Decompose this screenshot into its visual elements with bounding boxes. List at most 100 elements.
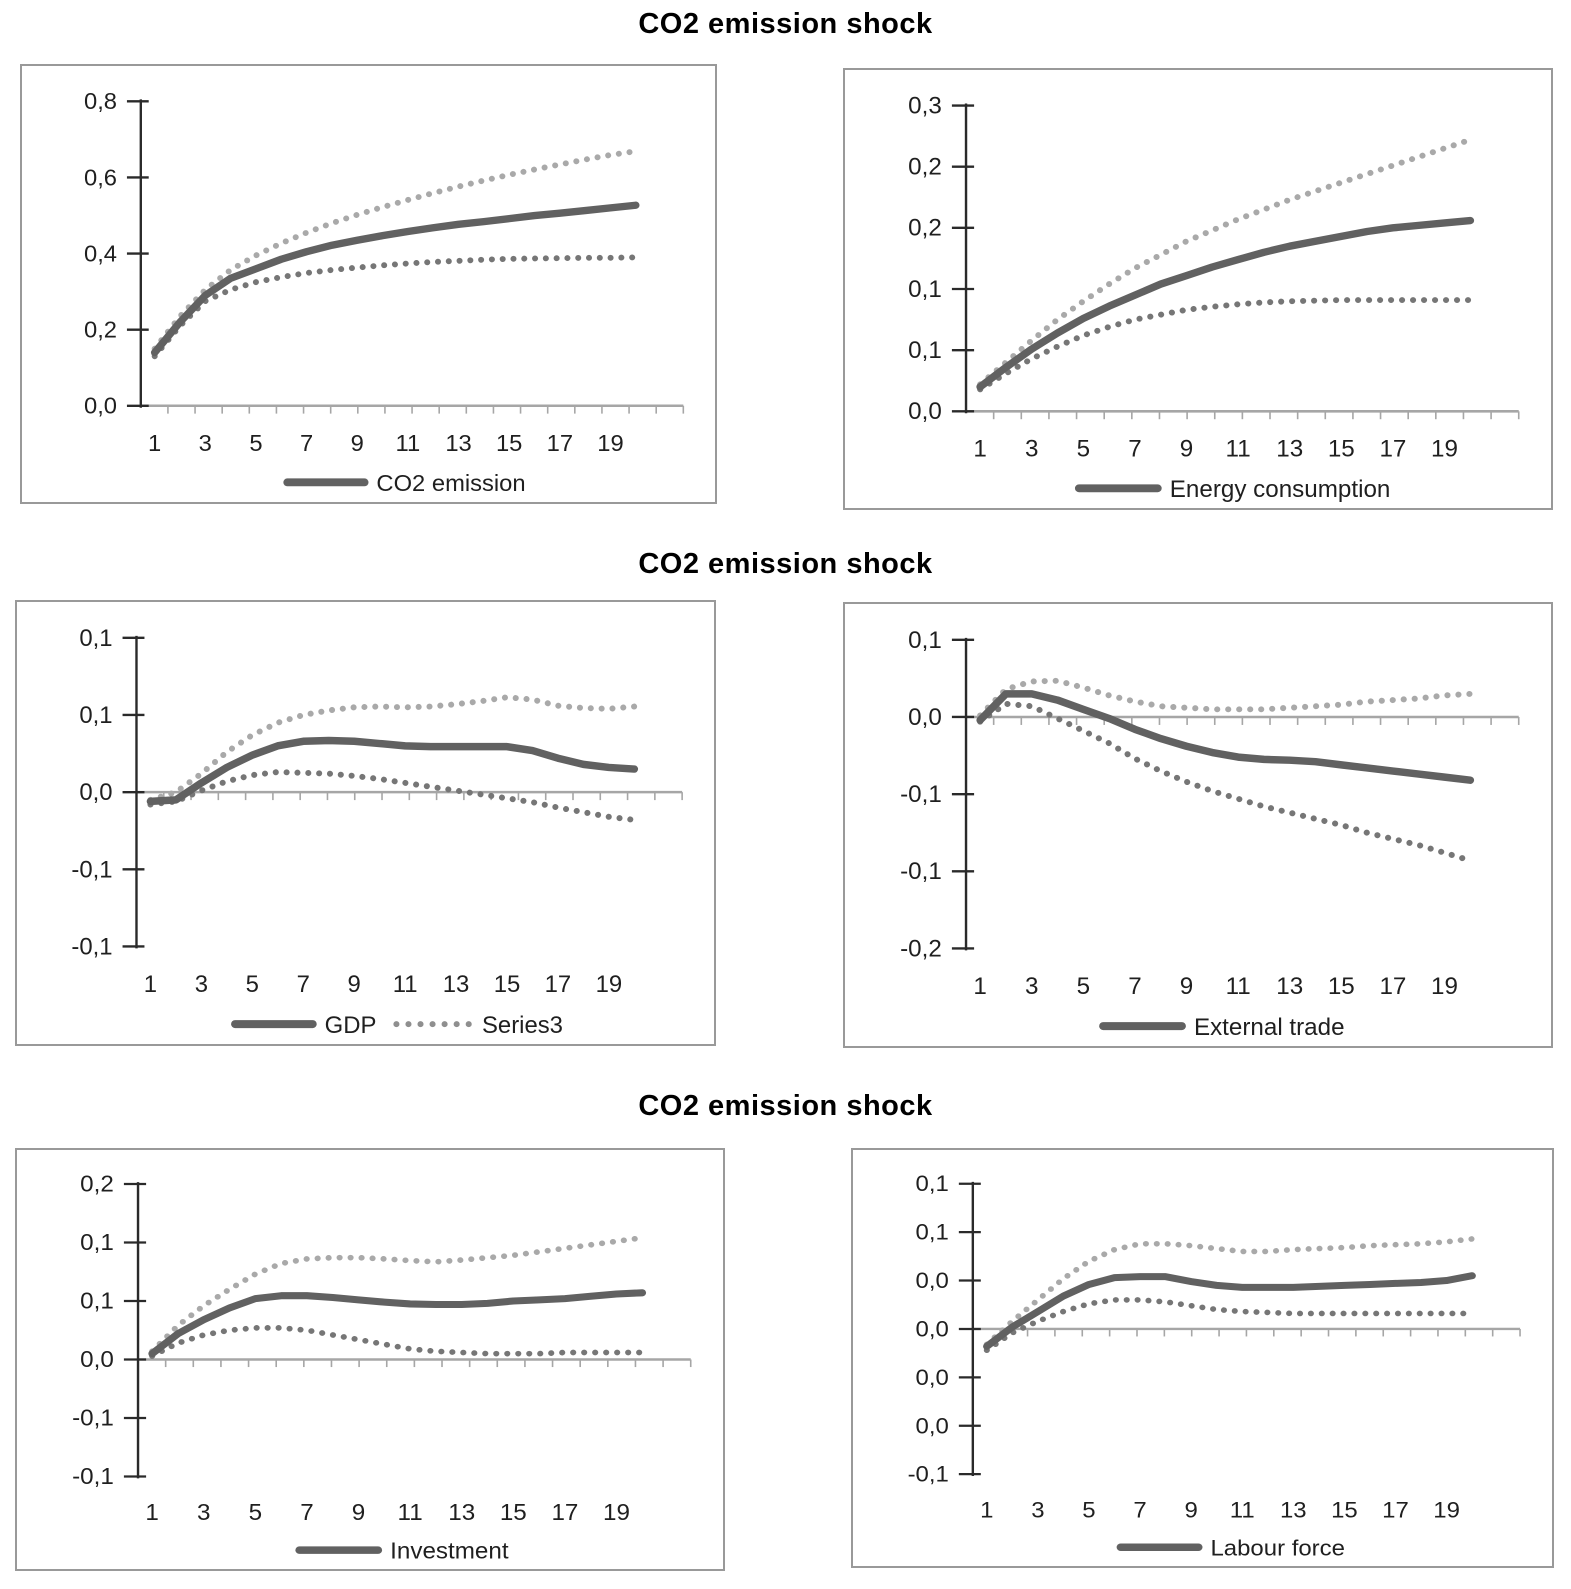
y-tick-label: 0,0 — [80, 1347, 114, 1372]
x-tick-label: 11 — [393, 971, 418, 998]
x-tick-label: 5 — [1077, 973, 1090, 1000]
x-tick-label: 13 — [1276, 436, 1303, 463]
y-tick-label: 0,0 — [916, 1365, 949, 1390]
series-line-energy-consumption — [976, 216, 1475, 391]
x-tick-label: 3 — [1025, 436, 1038, 463]
series-line-upper-confidence-band — [149, 1234, 646, 1355]
series-line-lower-confidence-band — [983, 1297, 1476, 1354]
x-tick-label: 15 — [496, 431, 522, 457]
y-tick-label: -0,1 — [72, 1405, 114, 1430]
chart-energy-consumption: 0,30,20,20,10,10,01 3 5 7 9 11 13 15 17 19Energy … — [908, 93, 1520, 503]
y-tick-label: 0,0 — [84, 394, 117, 420]
x-tick-label: 5 — [249, 431, 262, 457]
y-tick-label: 0,2 — [84, 318, 117, 344]
series-line-upper-confidence-band — [983, 1236, 1476, 1348]
x-tick-label: 19 — [1431, 436, 1458, 463]
x-tick-label: 11 — [1230, 1497, 1255, 1522]
x-tick-label: 11 — [396, 431, 421, 457]
series-line-upper-confidence-band — [977, 136, 1474, 388]
x-tick-label: 13 — [445, 431, 471, 457]
x-tick-label: 13 — [1280, 1497, 1307, 1522]
x-tick-label: 17 — [1382, 1497, 1409, 1522]
x-tick-label: 9 — [1184, 1497, 1197, 1522]
y-tick-label: 0,0 — [908, 704, 942, 731]
x-tick-label: 1 — [973, 436, 986, 463]
x-tick-label: 3 — [195, 971, 208, 998]
chart-panel-labour-force: 0,1 0,1 0,0 0,0 0,0 0,0 -0,1 1 3 5 7 9 11 13 15 17 19 Lab… — [851, 1148, 1554, 1568]
series-line-investment — [148, 1289, 647, 1358]
x-tick-label: 15 — [1328, 973, 1355, 1000]
y-tick-label: 0,1 — [79, 702, 112, 729]
x-tick-label: 5 — [246, 971, 259, 998]
y-tick-label: 0,6 — [84, 165, 117, 191]
legend-label: Investment — [390, 1538, 509, 1563]
y-tick-label: 0,1 — [80, 1230, 114, 1255]
legend-label: GDP — [325, 1012, 377, 1039]
y-tick-label: 0,0 — [916, 1413, 949, 1438]
x-tick-label: 7 — [1128, 436, 1141, 463]
y-tick-label: 0,0 — [79, 779, 112, 806]
y-tick-label: -0,1 — [900, 781, 942, 808]
x-tick-label: 1 — [148, 431, 161, 457]
chart-panel-gdp: 0,1 0,1 0,0 -0,1 -0,1 1 3 5 7 9 11 13 15 17 19 GDP Serie… — [15, 600, 716, 1046]
x-tick-label: 1 — [980, 1497, 993, 1522]
x-tick-label: 7 — [1128, 973, 1141, 1000]
chart-row-title-1: CO2 emission shock — [638, 8, 933, 40]
chart-panel-energy-consumption: 0,3 0,2 0,2 0,1 0,1 0,0 1 3 5 7 9 11 13 15 17 19 Energy … — [843, 68, 1553, 510]
legend-label: External trade — [1194, 1014, 1345, 1041]
x-tick-label: 7 — [300, 431, 313, 457]
x-tick-label: 13 — [448, 1500, 475, 1525]
y-tick-label: 0,0 — [908, 398, 942, 425]
series-line-external-trade — [976, 690, 1475, 784]
x-tick-label: 17 — [545, 971, 572, 998]
x-tick-label: 19 — [596, 971, 623, 998]
y-tick-label: -0,1 — [900, 858, 942, 885]
series-line-upper-confidence-band — [147, 694, 638, 803]
x-tick-label: 9 — [352, 1500, 365, 1525]
series-line-lower-confidence-band — [151, 254, 639, 360]
x-tick-label: 9 — [1180, 436, 1193, 463]
x-tick-label: 3 — [1031, 1497, 1044, 1522]
series-line-lower-confidence-band — [977, 700, 1474, 864]
legend-label: Labour force — [1210, 1535, 1344, 1560]
legend-label: CO2 emission — [376, 471, 525, 497]
chart-external-trade: 0,10,0-0,1-0,1-0,21 3 5 7 9 11 13 15 17 19Externa… — [900, 627, 1520, 1041]
x-tick-label: 15 — [494, 971, 521, 998]
x-tick-label: 9 — [351, 431, 364, 457]
x-tick-label: 15 — [500, 1500, 527, 1525]
x-tick-label: 9 — [348, 971, 361, 998]
x-tick-label: 3 — [197, 1500, 210, 1525]
x-tick-label: 19 — [597, 431, 623, 457]
x-tick-label: 19 — [603, 1500, 630, 1525]
series-line-labour-force — [983, 1272, 1476, 1350]
y-tick-label: -0,1 — [72, 1464, 114, 1489]
y-tick-label: 0,1 — [79, 625, 112, 652]
y-tick-label: 0,2 — [908, 154, 942, 181]
y-tick-label: 0,8 — [84, 89, 117, 115]
x-tick-label: 11 — [398, 1500, 423, 1525]
series-line-gdp — [146, 736, 639, 806]
x-tick-label: 5 — [1082, 1497, 1095, 1522]
x-tick-label: 3 — [1025, 973, 1038, 1000]
chart-panel-external-trade: 0,1 0,0 -0,1 -0,1 -0,2 1 3 5 7 9 11 13 15 17 19 Externa… — [843, 602, 1553, 1048]
y-tick-label: -0,1 — [71, 856, 112, 883]
x-tick-label: 13 — [443, 971, 470, 998]
y-tick-label: 0,0 — [916, 1268, 949, 1293]
x-tick-label: 11 — [1226, 973, 1251, 1000]
x-tick-label: 15 — [1331, 1497, 1358, 1522]
x-tick-label: 5 — [249, 1500, 262, 1525]
x-tick-label: 5 — [1077, 436, 1090, 463]
legend-label: Energy consumption — [1170, 476, 1391, 503]
x-tick-label: 15 — [1328, 436, 1355, 463]
x-tick-label: 1 — [973, 973, 986, 1000]
x-tick-label: 1 — [145, 1500, 158, 1525]
y-tick-label: 0,2 — [908, 215, 942, 242]
series-line-co2-emission — [150, 201, 640, 357]
chart-panel-investment: 0,2 0,1 0,1 0,0 -0,1 -0,1 1 3 5 7 9 11 13 15 17 19 Inves… — [15, 1148, 725, 1571]
x-tick-label: 9 — [1180, 973, 1193, 1000]
chart-row-title-3: CO2 emission shock — [638, 1090, 933, 1122]
y-tick-label: 0,1 — [908, 337, 942, 364]
x-tick-label: 17 — [1379, 973, 1406, 1000]
